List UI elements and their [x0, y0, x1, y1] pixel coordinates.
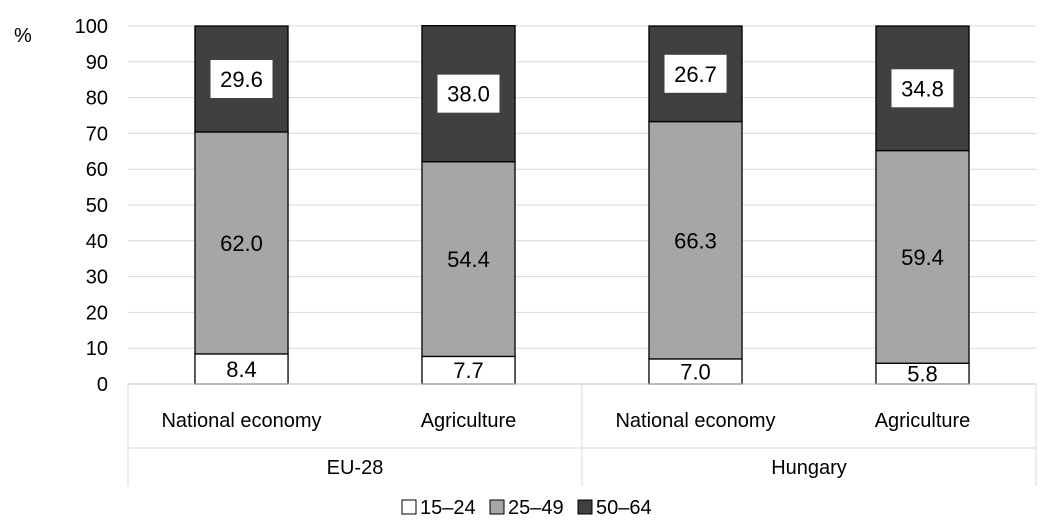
data-label-box-1-2	[437, 74, 500, 113]
y-tick-label-50: 50	[86, 195, 108, 217]
legend-swatch-3	[577, 499, 593, 515]
y-tick-label-0: 0	[97, 374, 108, 396]
category-label-1-2: Agriculture	[421, 410, 517, 432]
data-label-2-1-series-3: 26.7	[674, 62, 717, 87]
y-tick-label-90: 90	[86, 52, 108, 74]
bar-segment-2-2-series-2	[875, 149, 970, 364]
data-label-2-2-series-1: 5.8	[907, 362, 938, 387]
group-label-2: Hungary	[771, 457, 847, 479]
data-label-1-1-series-2: 62.0	[220, 231, 263, 256]
category-label-1-1: National economy	[161, 410, 321, 432]
y-tick-label-30: 30	[86, 267, 108, 289]
y-unit-label: %	[14, 25, 32, 47]
data-label-1-2-series-1: 7.7	[453, 358, 484, 383]
data-label-box-2-2	[891, 69, 954, 108]
category-label-2-2: Agriculture	[875, 410, 971, 432]
data-label-2-2-series-2: 59.4	[901, 245, 944, 270]
bars: 8.4 62.0 29.6 7.7 54.4 38.0 7.0 66.3 26.7 5.8 59.4…	[194, 24, 970, 387]
y-tick-label-80: 80	[86, 88, 108, 110]
y-tick-label-60: 60	[86, 159, 108, 181]
legend-swatch-2	[489, 499, 505, 515]
y-tick-label-70: 70	[86, 123, 108, 145]
legend-label-1: 15–24	[420, 497, 476, 519]
data-label-1-2-series-3: 38.0	[447, 82, 490, 107]
data-label-1-1-series-1: 8.4	[226, 357, 257, 382]
x-axis: National economy Agriculture National econ…	[127, 383, 1037, 486]
legend-swatch-1	[401, 499, 417, 515]
bar-segment-2-1-series-2	[648, 120, 743, 360]
data-label-2-2-series-3: 34.8	[901, 76, 944, 101]
y-tick-label-10: 10	[86, 338, 108, 360]
legend-label-2: 25–49	[508, 497, 564, 519]
data-label-2-1-series-2: 66.3	[674, 228, 717, 253]
y-tick-label-20: 20	[86, 302, 108, 324]
y-tick-label-100: 100	[75, 16, 108, 38]
legend: 15–24 25–49 50–64	[401, 497, 652, 519]
y-axis: % 0 10 20 30 40 50 60 70 80 90 100	[14, 16, 108, 396]
data-label-box-2-1	[664, 54, 727, 93]
y-tick-label-40: 40	[86, 231, 108, 253]
data-label-1-2-series-2: 54.4	[447, 247, 490, 272]
bar-segment-1-2-series-2	[421, 161, 516, 358]
category-label-2-1: National economy	[615, 410, 775, 432]
data-label-1-1-series-3: 29.6	[220, 67, 263, 92]
bar-segment-1-1-series-2	[194, 131, 289, 355]
data-label-2-1-series-1: 7.0	[680, 359, 711, 384]
data-label-box-1-1	[210, 59, 273, 98]
legend-label-3: 50–64	[596, 497, 652, 519]
group-label-1: EU-28	[327, 457, 384, 479]
